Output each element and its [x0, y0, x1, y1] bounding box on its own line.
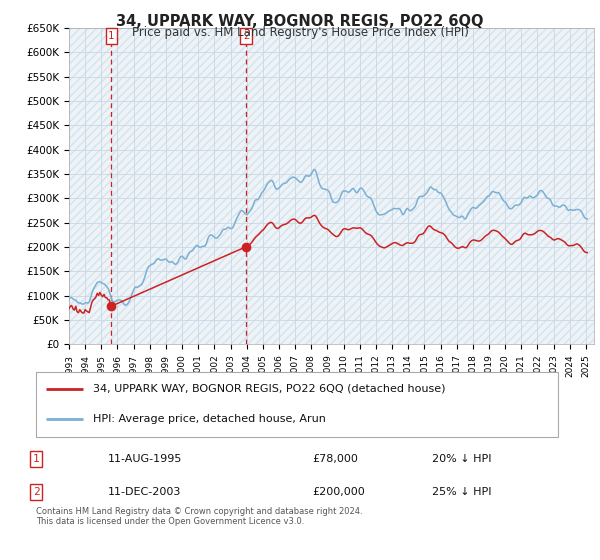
Text: £200,000: £200,000 [312, 487, 365, 497]
Text: Price paid vs. HM Land Registry's House Price Index (HPI): Price paid vs. HM Land Registry's House … [131, 26, 469, 39]
Text: 2: 2 [32, 487, 40, 497]
Text: 1: 1 [108, 31, 115, 41]
FancyBboxPatch shape [36, 372, 558, 437]
Text: 11-AUG-1995: 11-AUG-1995 [108, 454, 182, 464]
Text: 20% ↓ HPI: 20% ↓ HPI [432, 454, 491, 464]
Text: 2: 2 [243, 31, 249, 41]
Text: 34, UPPARK WAY, BOGNOR REGIS, PO22 6QQ (detached house): 34, UPPARK WAY, BOGNOR REGIS, PO22 6QQ (… [94, 384, 446, 394]
Text: 34, UPPARK WAY, BOGNOR REGIS, PO22 6QQ: 34, UPPARK WAY, BOGNOR REGIS, PO22 6QQ [116, 14, 484, 29]
Text: £78,000: £78,000 [312, 454, 358, 464]
Text: Contains HM Land Registry data © Crown copyright and database right 2024.
This d: Contains HM Land Registry data © Crown c… [36, 507, 362, 526]
Text: 25% ↓ HPI: 25% ↓ HPI [432, 487, 491, 497]
Text: 1: 1 [32, 454, 40, 464]
Text: 11-DEC-2003: 11-DEC-2003 [108, 487, 181, 497]
Text: HPI: Average price, detached house, Arun: HPI: Average price, detached house, Arun [94, 414, 326, 424]
